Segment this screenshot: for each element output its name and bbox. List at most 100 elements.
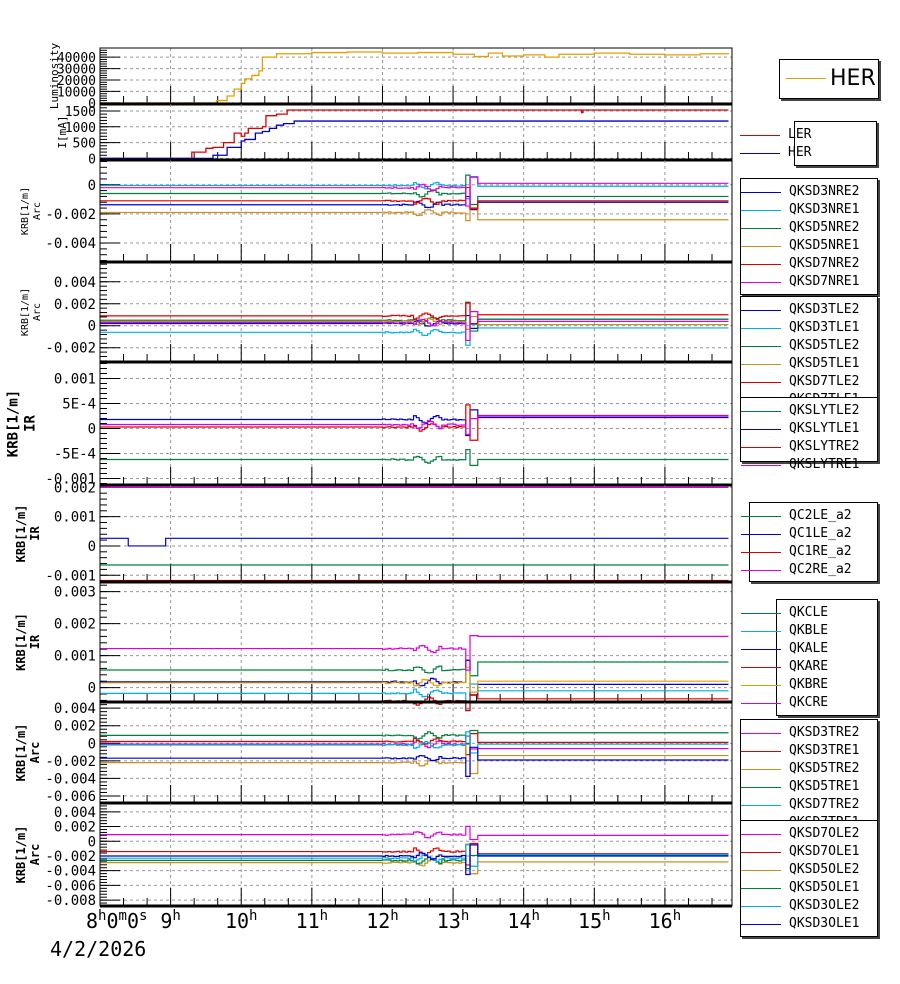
series-line-HER	[100, 120, 729, 160]
y-axis-label: Arc	[32, 202, 43, 220]
plot-frame	[99, 484, 733, 583]
y-axis-label: I[mA]	[56, 115, 69, 148]
legend-item: QKCLE	[741, 604, 877, 622]
legend-label: QKSD5OLE1	[789, 880, 860, 895]
legend-item: QKSLYTLE1	[741, 420, 877, 438]
ytick-label: -0.002	[45, 849, 96, 865]
legend-label: QKSD7OLE2	[789, 826, 860, 841]
legend-label: QKSD7OLE1	[789, 844, 860, 859]
legend-label: QKSD3NRE1	[789, 202, 860, 217]
legend-item: QKSD7OLE1	[741, 843, 877, 861]
panel-arc1: -0.004 -0.002 0 KRB[1/m] Arc	[20, 159, 733, 264]
legend-swatch	[741, 382, 781, 383]
y-axis-label: Arc	[28, 742, 42, 764]
xtick-label: 12h	[366, 908, 399, 933]
series-line-QKSD5TRE2	[100, 743, 729, 775]
legend-label: LER	[788, 127, 812, 142]
legend-swatch	[741, 364, 781, 365]
ytick-label: -0.004	[45, 236, 96, 252]
series-line-QKSD7TRE1	[100, 746, 729, 777]
series-line-QKSD3TLE1	[100, 323, 729, 346]
legend-item: QKSD7NRE2	[741, 255, 877, 273]
legend-swatch	[741, 447, 781, 448]
legend-item: QKSD3TRE1	[741, 742, 877, 760]
legend-item: QKBRE	[741, 676, 877, 694]
legend-swatch	[741, 429, 781, 430]
legend-item: QC1RE_a2	[741, 543, 877, 561]
series-line-QKSD5TLE2	[100, 301, 729, 332]
series-line-HER	[100, 51, 730, 104]
ytick-label: 0.004	[54, 805, 96, 821]
legend-swatch	[741, 703, 781, 704]
legend-arc4: QKSD7OLE2 QKSD7OLE1 QKSD5OLE2 QKSD5OLE1 QKSD…	[740, 820, 878, 937]
series-line-QKSLYTRE2	[100, 404, 729, 441]
ytick-label: 0	[88, 152, 96, 167]
legend-swatch	[741, 852, 781, 853]
legend-item: QKSD5OLE1	[741, 879, 877, 897]
legend-label: QKSD5TRE1	[789, 779, 860, 794]
legend-item: QKSD7TRE2	[741, 796, 877, 814]
ytick-label: 0.004	[54, 701, 96, 717]
legend-swatch	[786, 78, 826, 79]
legend-current: LER HER	[740, 121, 877, 166]
legend-item: QKBLE	[741, 622, 877, 640]
legend-item: QKSD5NRE1	[741, 237, 877, 255]
legend-label: QKSD3TLE2	[789, 302, 860, 317]
plot-frame	[99, 701, 733, 804]
legend-item: QKSLYTLE2	[741, 402, 877, 420]
legend-swatch	[741, 834, 781, 835]
panel-ir2: -0.001 0 0.001 0.002 KRB[1/m] IR	[14, 480, 733, 584]
series-line-QKSD7NRE1	[100, 176, 729, 207]
ytick-label: 0.002	[54, 297, 96, 313]
y-axis-label: IR	[28, 634, 42, 649]
legend-label: QKALE	[789, 641, 829, 656]
xtick-label: 15h	[578, 908, 611, 933]
xtick-label: 16h	[649, 908, 682, 933]
legend-item: HER	[780, 60, 878, 98]
legend-swatch	[741, 733, 781, 734]
series-line-QKSD5OLE1	[100, 854, 729, 870]
legend-label: QKSD5NRE2	[789, 220, 860, 235]
ytick-label: 0.001	[54, 372, 96, 388]
legend-item: QKSD7OLE2	[741, 825, 877, 843]
series-line-QKBLE	[100, 683, 729, 710]
legend-item: QKALE	[741, 640, 877, 658]
legend-label: QKSD7NRE1	[789, 274, 860, 289]
legend-item: QKSD5NRE2	[741, 219, 877, 237]
legend-label: QKSLYTRE2	[789, 439, 860, 454]
series-line-QKSLYTRE1	[100, 415, 729, 435]
legend-ir1: QKSLYTLE2 QKSLYTLE1 QKSLYTRE2 QKSLYTRE1	[740, 397, 878, 472]
ytick-label: -0.006	[45, 789, 96, 805]
legend-swatch	[741, 516, 781, 517]
ytick-label: -0.001	[45, 472, 96, 488]
legend-swatch	[741, 924, 781, 925]
ytick-label: 0	[88, 422, 96, 438]
legend-swatch	[741, 346, 781, 347]
legend-swatch	[741, 667, 781, 668]
y-axis-label: KRB[1/m]	[14, 613, 28, 671]
series-line-QKSD7NRE2	[100, 186, 729, 210]
legend-item: QKSD7TLE2	[741, 373, 877, 391]
legend-label: QKSD3TRE1	[789, 743, 860, 758]
legend-item: QKSD5TRE2	[741, 760, 877, 778]
xtick-label: 11h	[296, 908, 329, 933]
ytick-label: 40000	[57, 51, 96, 66]
legend-label: QKSD5NRE1	[789, 238, 860, 253]
ytick-label: 0.002	[54, 480, 96, 496]
legend-label: QKSD5TLE1	[789, 356, 860, 371]
ytick-label: 5E-4	[62, 397, 96, 413]
legend-swatch	[741, 264, 781, 265]
legend-swatch	[741, 906, 781, 907]
legend-item: HER	[740, 144, 876, 162]
legend-item: LER	[740, 126, 876, 144]
legend-swatch	[741, 631, 781, 632]
legend-label: QKSD3OLE1	[789, 916, 860, 931]
legend-label: QKSD3TLE1	[789, 320, 860, 335]
legend-item: QKSD3NRE1	[741, 201, 877, 219]
legend-swatch	[741, 649, 781, 650]
ytick-label: 1500	[65, 105, 96, 120]
legend-item: QKSD3TLE1	[741, 319, 877, 337]
